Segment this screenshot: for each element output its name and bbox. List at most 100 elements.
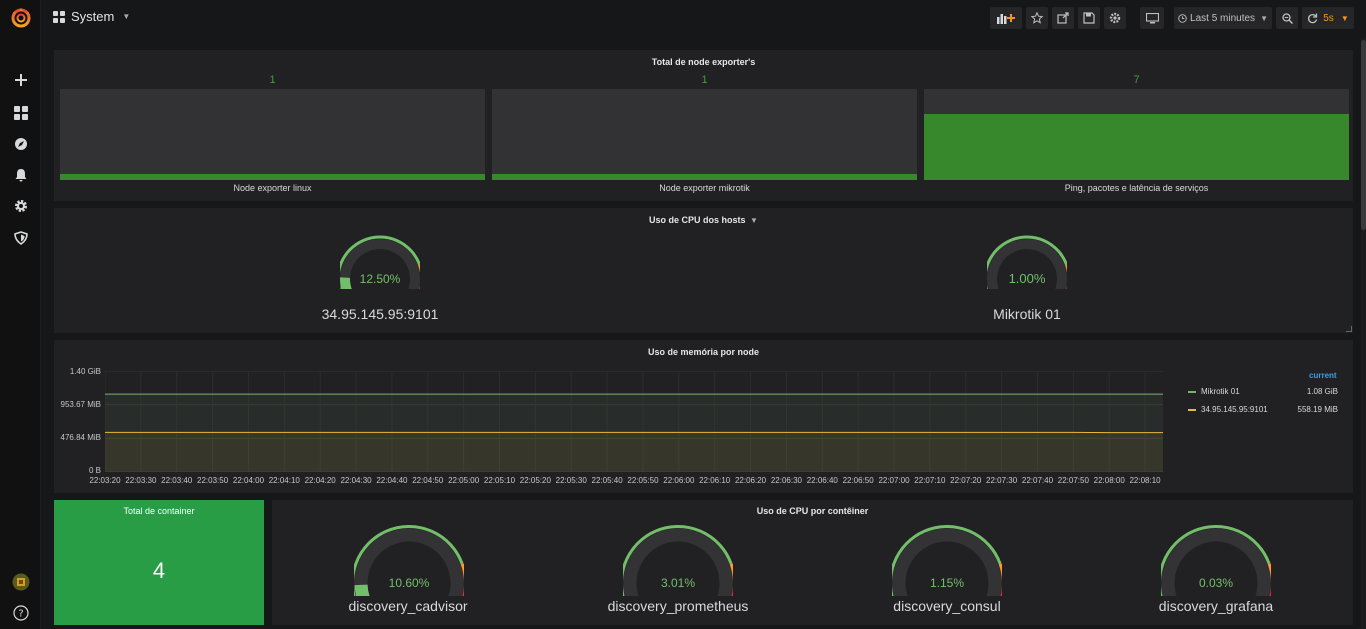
- x-tick-label: 22:05:40: [591, 476, 623, 485]
- x-tick-label: 22:07:20: [950, 476, 982, 485]
- shield-icon[interactable]: [0, 226, 41, 250]
- refresh-button[interactable]: 5s ▼: [1302, 7, 1354, 29]
- gauge-value-arc: [354, 584, 370, 596]
- gauge-label: Mikrotik 01: [993, 306, 1061, 322]
- star-button[interactable]: [1026, 7, 1048, 29]
- panel-title[interactable]: Total de node exporter's: [651, 57, 756, 67]
- legend-item[interactable]: Mikrotik 01: [1188, 387, 1240, 396]
- explore-icon[interactable]: [0, 132, 41, 156]
- x-tick-label: 22:06:30: [770, 476, 802, 485]
- x-tick-label: 22:08:10: [1129, 476, 1161, 485]
- x-tick-label: 22:08:00: [1093, 476, 1125, 485]
- resize-handle-icon[interactable]: [1346, 326, 1352, 332]
- configuration-icon[interactable]: [0, 194, 41, 218]
- scrollbar-track[interactable]: [1361, 38, 1366, 629]
- x-tick-label: 22:06:20: [734, 476, 767, 485]
- share-icon: [1057, 12, 1069, 24]
- x-tick-label: 22:05:50: [627, 476, 659, 485]
- stat-value: 1: [701, 74, 708, 86]
- alerting-icon[interactable]: [0, 163, 41, 187]
- avatar[interactable]: [0, 570, 41, 594]
- gauge-threshold-arc: [354, 525, 464, 596]
- x-tick-label: 22:07:50: [1057, 476, 1089, 485]
- dashboards-icon[interactable]: [0, 101, 41, 125]
- share-button[interactable]: [1052, 7, 1074, 29]
- x-tick-label: 22:05:00: [448, 476, 480, 485]
- x-tick-label: 22:06:40: [806, 476, 838, 485]
- dashboards-icon: [53, 10, 65, 23]
- panel-cpu-hosts: Uso de CPU dos hosts ▼ 12.50% 34.95.145.…: [54, 208, 1353, 333]
- gauge-threshold-arc: [340, 235, 420, 289]
- y-tick-label: 953.67 MiB: [60, 400, 101, 409]
- panel-title-text: Uso de CPU dos hosts: [649, 215, 746, 225]
- time-range-label: Last 5 minutes: [1190, 12, 1256, 24]
- legend-swatch: [1188, 390, 1196, 393]
- gauge-label: discovery_prometheus: [607, 598, 749, 614]
- tv-mode-button[interactable]: [1140, 7, 1164, 29]
- time-picker-button[interactable]: Last 5 minutes ▼: [1174, 7, 1272, 29]
- zoom-out-icon: [1281, 12, 1293, 24]
- zoom-out-button[interactable]: [1276, 7, 1298, 29]
- legend-item[interactable]: 34.95.145.95:9101: [1188, 405, 1268, 414]
- stat-label: Node exporter linux: [233, 183, 312, 193]
- panel-title[interactable]: Uso de CPU dos hosts ▼: [54, 215, 1353, 225]
- series-area: [105, 432, 1163, 472]
- gauge-value: 0.03%: [1198, 576, 1234, 590]
- gauge-value: 1.00%: [1008, 271, 1046, 286]
- x-tick-label: 22:07:00: [878, 476, 910, 485]
- stat-bar-fill: [492, 173, 917, 180]
- dashboard-picker[interactable]: System ▼: [53, 9, 130, 24]
- gauge-track: [340, 239, 420, 289]
- x-tick-label: 22:03:50: [197, 476, 229, 485]
- x-tick-label: 22:03:30: [125, 476, 157, 485]
- x-tick-label: 22:07:10: [914, 476, 946, 485]
- add-panel-button[interactable]: [990, 7, 1022, 29]
- gauge-label: discovery_consul: [893, 598, 1001, 614]
- stat-bar-fill: [60, 173, 485, 180]
- refresh-icon: [1308, 13, 1318, 23]
- scrollbar-thumb[interactable]: [1361, 40, 1366, 230]
- stat-value: 4: [152, 558, 166, 583]
- x-tick-label: 22:07:30: [986, 476, 1018, 485]
- gauge-value: 12.50%: [359, 272, 401, 286]
- help-icon[interactable]: ?: [0, 601, 41, 625]
- top-navbar: System ▼ Last 5 minutes ▼ 5s ▼: [41, 0, 1366, 38]
- panel-title[interactable]: Uso de memória por node: [647, 347, 760, 357]
- add-icon[interactable]: [0, 68, 41, 92]
- gauge: [1161, 525, 1271, 596]
- x-tick-label: 22:04:10: [268, 476, 300, 485]
- gauge-track: [892, 528, 1002, 596]
- gauge: [623, 525, 733, 596]
- save-button[interactable]: [1078, 7, 1100, 29]
- gauge-threshold-arc: [892, 525, 1002, 596]
- stat-bar-track: [60, 89, 485, 180]
- gauge-threshold-arc: [729, 563, 733, 587]
- stat-label: Node exporter mikrotik: [659, 183, 750, 193]
- chevron-down-icon: ▼: [1260, 13, 1268, 23]
- legend-column-header[interactable]: current: [1309, 371, 1337, 380]
- x-tick-label: 22:03:20: [89, 476, 121, 485]
- chevron-down-icon: ▼: [750, 216, 758, 225]
- gauge-track: [1161, 528, 1271, 596]
- stat-bar-fill: [924, 114, 1349, 180]
- x-tick-label: 22:06:10: [699, 476, 731, 485]
- panel-title[interactable]: Uso de CPU por contêiner: [756, 506, 869, 516]
- x-tick-label: 22:07:40: [1021, 476, 1054, 485]
- panel-title[interactable]: Total de container: [123, 506, 195, 516]
- gauge-label: 34.95.145.95:9101: [321, 306, 439, 322]
- legend-current-value: 1.08 GiB: [1306, 387, 1338, 396]
- x-tick-label: 22:06:50: [842, 476, 874, 485]
- legend-swatch: [1188, 408, 1196, 411]
- memory-graph[interactable]: [105, 371, 1163, 472]
- gauge-threshold-arc: [1267, 563, 1271, 587]
- grafana-logo-icon[interactable]: [0, 6, 41, 30]
- gauge-track: [987, 239, 1067, 289]
- x-tick-label: 22:04:00: [232, 476, 265, 485]
- gauge-value: 1.15%: [929, 576, 965, 590]
- settings-button[interactable]: [1104, 7, 1126, 29]
- refresh-interval[interactable]: 5s: [1323, 12, 1334, 24]
- x-tick-label: 22:04:20: [304, 476, 336, 485]
- gauge-track: [623, 528, 733, 596]
- save-icon: [1083, 12, 1095, 24]
- gauge-label: discovery_grafana: [1158, 598, 1274, 614]
